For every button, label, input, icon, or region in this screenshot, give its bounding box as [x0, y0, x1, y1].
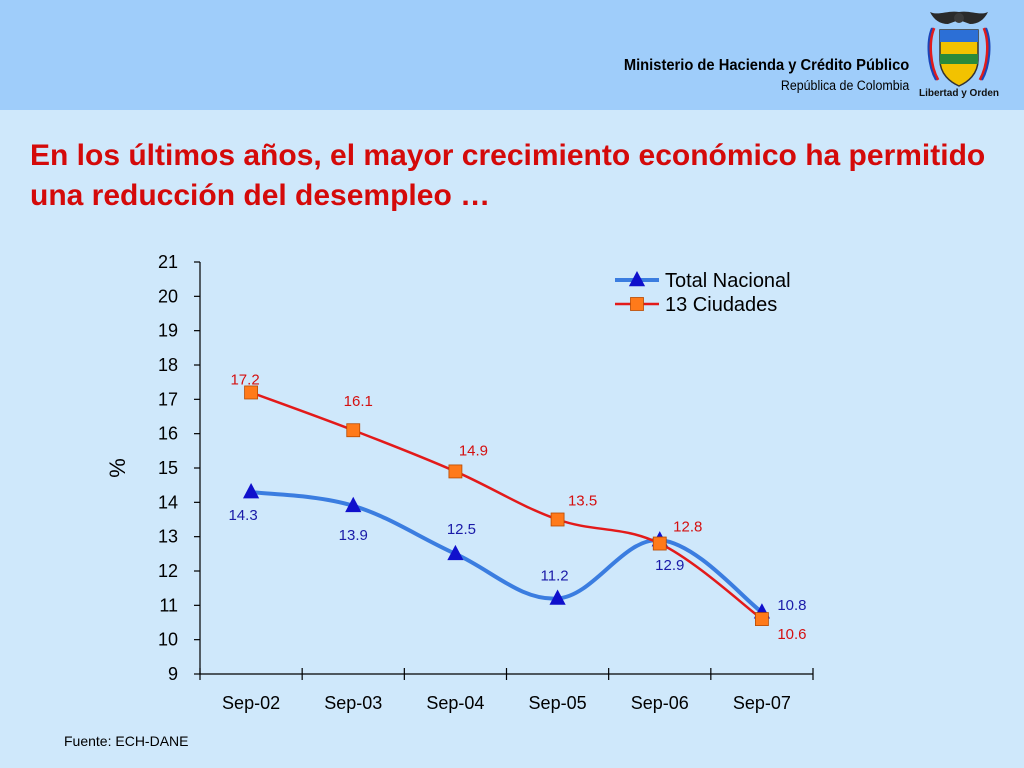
y-tick-label: 20 [158, 286, 178, 306]
y-axis-label: % [105, 458, 130, 478]
x-tick-label: Sep-05 [529, 693, 587, 713]
legend-marker-total-nacional [628, 271, 646, 287]
x-tick-label: Sep-04 [426, 693, 484, 713]
point-total-nacional [242, 483, 260, 499]
source-note: Fuente: ECH-DANE [64, 733, 189, 749]
data-label-13-ciudades: 16.1 [344, 393, 373, 410]
data-label-total-nacional: 12.9 [655, 557, 684, 574]
data-label-13-ciudades: 13.5 [568, 493, 597, 510]
data-label-13-ciudades: 10.6 [777, 626, 806, 643]
data-label-13-ciudades: 17.2 [230, 371, 259, 388]
point-13-ciudades [652, 536, 667, 551]
data-label-13-ciudades: 14.9 [459, 442, 488, 459]
data-label-total-nacional: 13.9 [339, 527, 368, 544]
slide-title: En los últimos años, el mayor crecimient… [30, 139, 986, 212]
unemployment-line-chart: 9 10 11 12 13 14 15 16 17 18 19 20 21% Sep-02 Sep-03 Se… [105, 252, 814, 713]
y-tick-label: 17 [158, 389, 178, 409]
legend-marker-13-ciudades [630, 297, 644, 311]
point-13-ciudades [550, 512, 565, 527]
y-tick-label: 21 [158, 252, 178, 272]
point-total-nacional [549, 589, 566, 605]
point-13-ciudades [244, 385, 258, 400]
point-total-nacional [345, 496, 362, 513]
point-total-nacional [447, 544, 464, 561]
data-label-total-nacional: 10.8 [777, 597, 806, 614]
data-label-total-nacional: 14.3 [228, 507, 257, 524]
y-tick-label: 19 [158, 321, 178, 341]
legend-label-total-nacional: Total Nacional [665, 270, 791, 292]
x-tick-label: Sep-02 [222, 693, 280, 713]
crest-motto: Libertad y Orden [918, 88, 999, 99]
y-tick-label: 11 [159, 595, 178, 615]
header-bar: Ministerio de Hacienda y Crédito Público… [0, 0, 1024, 110]
y-tick-label: 10 [158, 630, 178, 650]
point-13-ciudades [346, 423, 361, 438]
x-tick-label: Sep-06 [631, 693, 689, 713]
point-13-ciudades [448, 464, 463, 479]
country-name: República de Colombia [780, 78, 909, 93]
x-tick-label: Sep-03 [324, 693, 382, 713]
data-label-13-ciudades: 12.8 [673, 519, 702, 536]
y-tick-label: 9 [168, 664, 178, 684]
y-tick-label: 18 [158, 355, 178, 375]
y-tick-label: 12 [158, 561, 178, 581]
coat-of-arms-icon [927, 11, 991, 87]
ministry-name: Ministerio de Hacienda y Crédito Público [623, 57, 909, 74]
x-tick-label: Sep-07 [733, 693, 791, 713]
y-tick-label: 13 [158, 527, 178, 547]
y-tick-label: 16 [158, 424, 178, 444]
data-label-total-nacional: 11.2 [541, 567, 569, 584]
legend-label-13-ciudades: 13 Ciudades [665, 294, 777, 316]
y-tick-label: 14 [158, 492, 178, 512]
data-label-total-nacional: 12.5 [447, 521, 476, 538]
ministry-block: Ministerio de Hacienda y Crédito Público… [599, 57, 909, 93]
series-line-total-nacional [250, 490, 764, 614]
y-tick-label: 15 [158, 458, 178, 478]
point-13-ciudades [755, 612, 769, 626]
series-line-13-ciudades [250, 391, 763, 621]
